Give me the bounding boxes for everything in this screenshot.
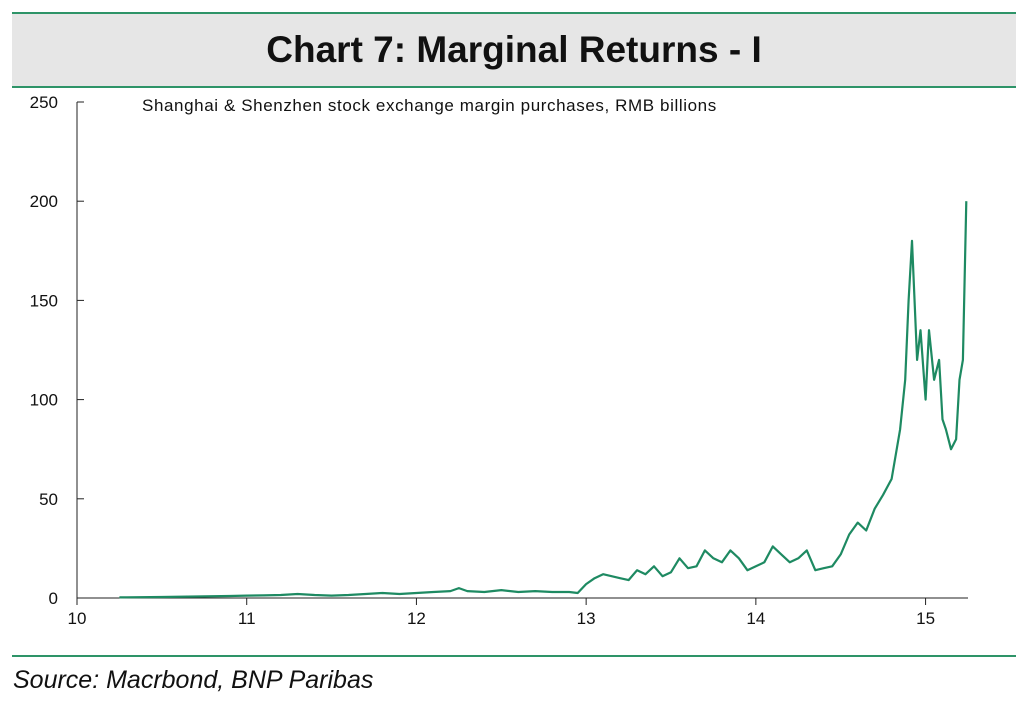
line-chart: Shanghai & Shenzhen stock exchange margi… (30, 93, 968, 628)
x-tick-label: 13 (577, 609, 596, 628)
chart-title-bar: Chart 7: Marginal Returns - I (12, 12, 1016, 88)
chart-ticks: 0 50 100 150 200 250 10 11 12 13 14 15 (30, 93, 935, 628)
x-tick-label: 10 (68, 609, 87, 628)
series-line (119, 201, 968, 599)
y-tick-label: 0 (49, 589, 58, 608)
chart-subtitle: Shanghai & Shenzhen stock exchange margi… (142, 96, 717, 115)
chart-series (119, 201, 968, 599)
y-tick-label: 50 (39, 490, 58, 509)
x-tick-label: 15 (916, 609, 935, 628)
footer-divider (12, 655, 1016, 657)
source-note: Source: Macrbond, BNP Paribas (13, 666, 374, 694)
y-tick-label: 100 (30, 391, 58, 410)
chart-title: Chart 7: Marginal Returns - I (266, 29, 762, 70)
x-tick-label: 12 (407, 609, 426, 628)
y-tick-label: 150 (30, 291, 58, 310)
chart-axes (76, 102, 968, 599)
y-tick-label: 250 (30, 93, 58, 112)
x-tick-label: 11 (238, 609, 256, 628)
x-tick-label: 14 (746, 609, 765, 628)
y-tick-label: 200 (30, 192, 58, 211)
